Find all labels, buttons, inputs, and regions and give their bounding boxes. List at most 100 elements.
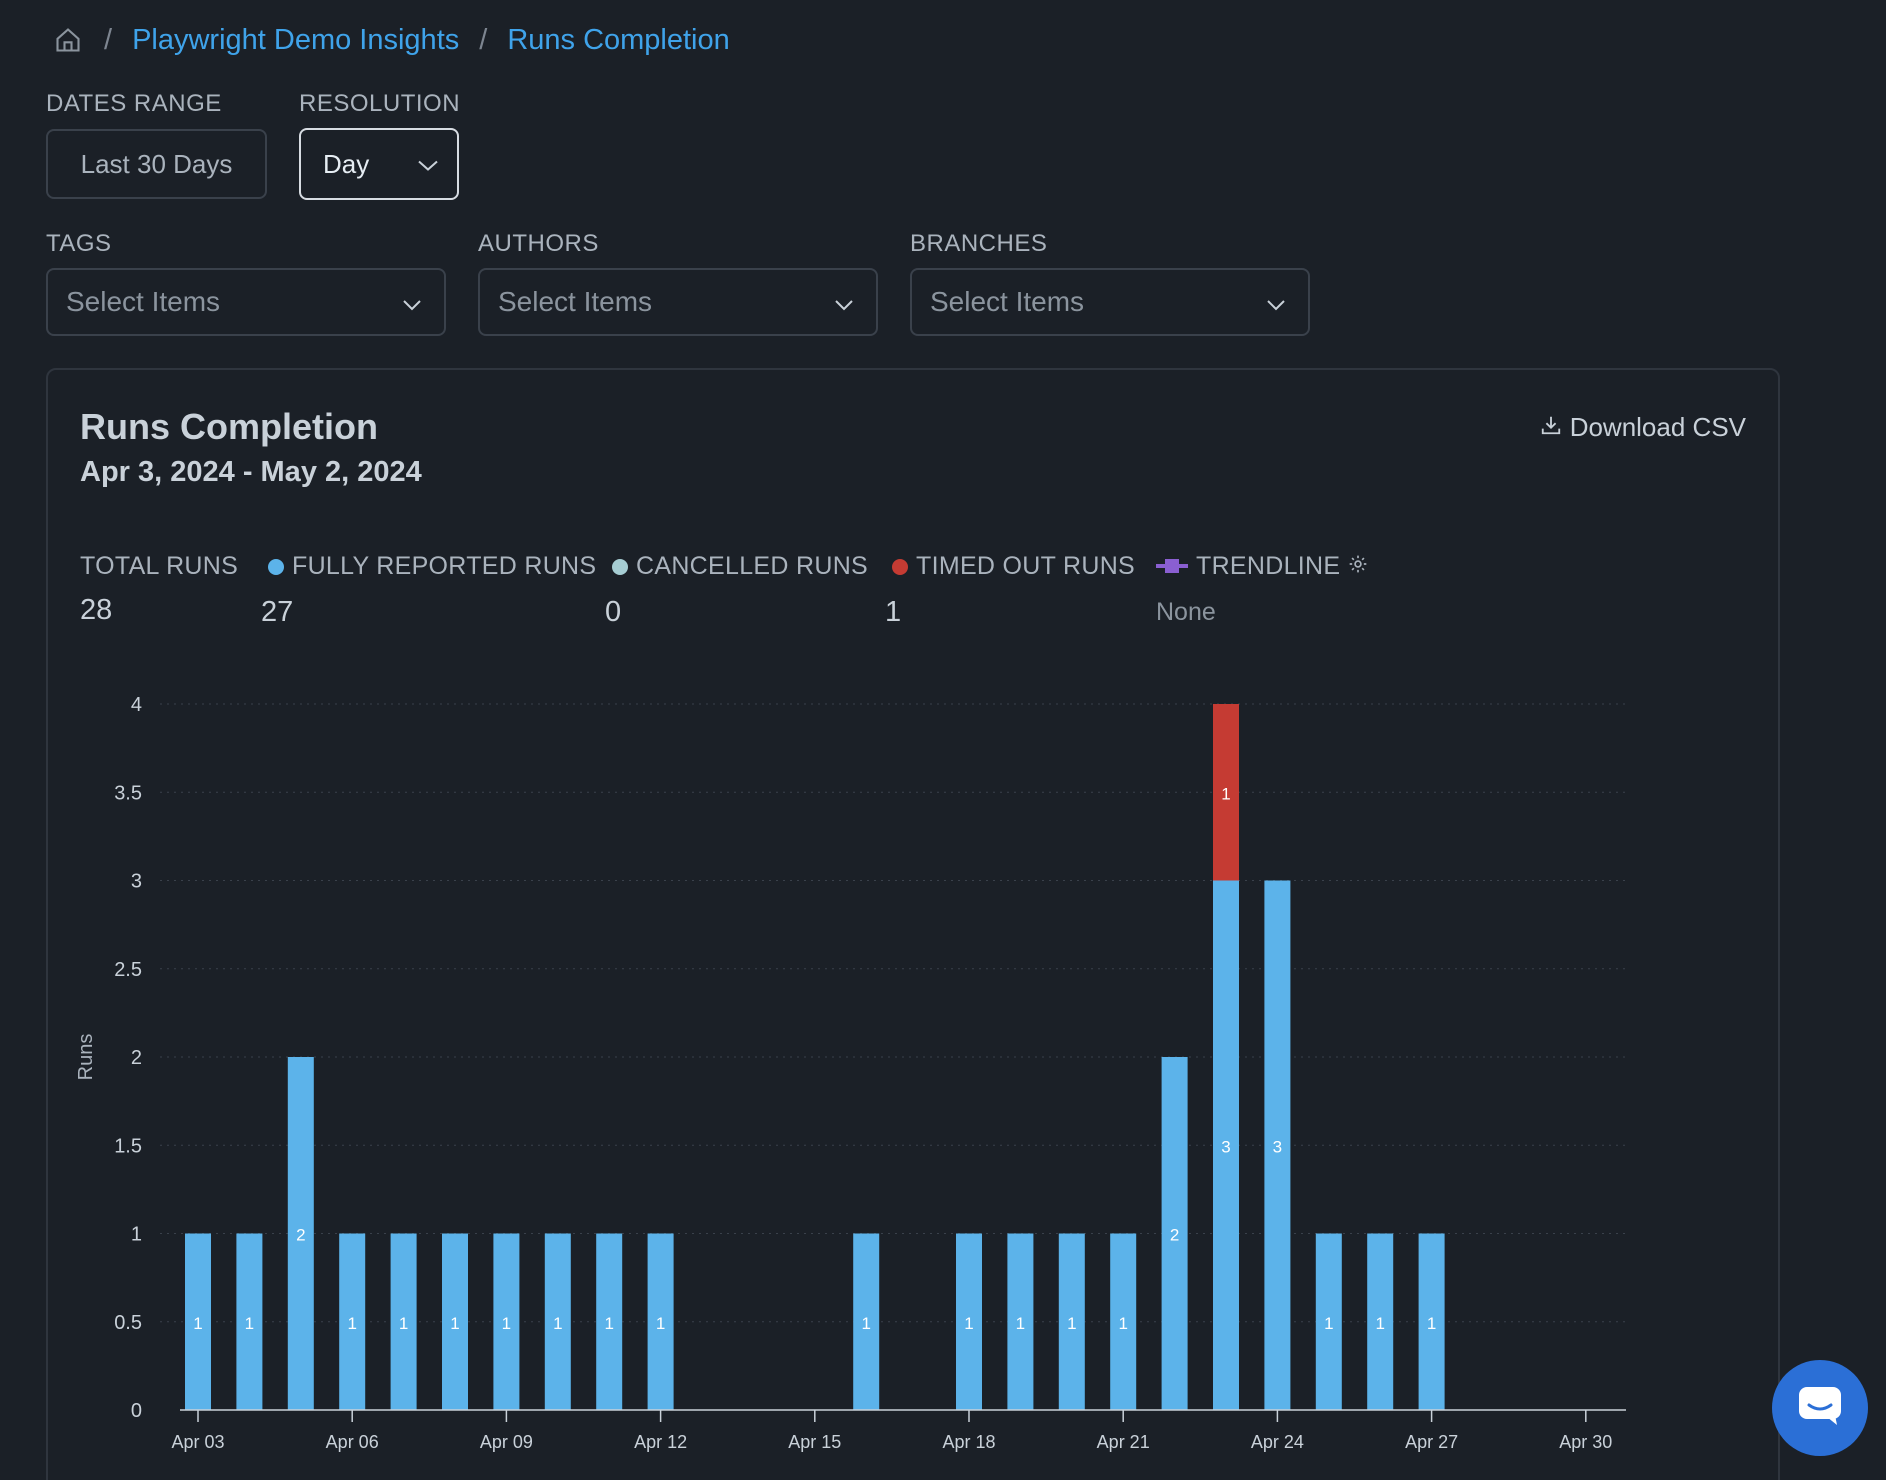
bar-fully-reported bbox=[647, 1233, 674, 1410]
stat-trendline-label-text: TRENDLINE bbox=[1196, 552, 1341, 580]
download-csv-label: Download CSV bbox=[1569, 412, 1746, 442]
stat-timed-out-value: 1 bbox=[885, 596, 902, 628]
bar-data-label: 1 bbox=[1067, 1314, 1076, 1333]
bar-data-label: 1 bbox=[604, 1314, 613, 1333]
bar-fully-reported bbox=[390, 1233, 417, 1410]
stat-cancelled-label-text: CANCELLED RUNS bbox=[636, 552, 869, 580]
legend-dot-timed-out bbox=[892, 558, 908, 575]
bar-fully-reported bbox=[1058, 1233, 1085, 1410]
x-tick-label: Apr 27 bbox=[1405, 1432, 1458, 1452]
bar-fully-reported bbox=[339, 1233, 366, 1410]
resolution-value: Day bbox=[323, 148, 370, 179]
bar-fully-reported bbox=[1315, 1233, 1342, 1410]
bar-fully-reported bbox=[185, 1233, 211, 1410]
bar-fully-reported bbox=[1418, 1233, 1445, 1410]
resolution-label: RESOLUTION bbox=[299, 90, 461, 117]
bar-data-label: 1 bbox=[964, 1314, 973, 1333]
authors-select[interactable]: Select Items bbox=[478, 268, 878, 336]
card-date-range: Apr 3, 2024 - May 2, 2024 bbox=[80, 456, 422, 488]
legend-dot-fully-reported bbox=[268, 558, 284, 575]
stat-cancelled-value: 0 bbox=[605, 596, 622, 628]
bar-fully-reported bbox=[236, 1233, 263, 1410]
chevron-down-icon bbox=[402, 286, 422, 318]
bar-data-label: 3 bbox=[1221, 1137, 1230, 1156]
bar-data-label: 1 bbox=[399, 1314, 408, 1333]
bar-data-label: 2 bbox=[296, 1226, 305, 1245]
bar-data-label: 1 bbox=[347, 1314, 356, 1333]
bar-fully-reported bbox=[1367, 1233, 1394, 1410]
stat-timed-out-label[interactable]: TIMED OUT RUNS bbox=[892, 552, 1135, 581]
y-axis-label: Runs bbox=[75, 1034, 97, 1081]
y-tick-label: 1.5 bbox=[114, 1135, 142, 1157]
bar-data-label: 1 bbox=[1221, 784, 1230, 803]
y-tick-label: 2 bbox=[131, 1047, 142, 1069]
bar-fully-reported bbox=[1264, 880, 1291, 1410]
y-tick-label: 0 bbox=[131, 1400, 142, 1422]
stat-timed-out-label-text: TIMED OUT RUNS bbox=[916, 552, 1136, 580]
stat-fully-reported-label-text: FULLY REPORTED RUNS bbox=[292, 552, 597, 580]
chevron-down-icon bbox=[1266, 286, 1286, 318]
branches-placeholder: Select Items bbox=[930, 286, 1085, 317]
stat-total-label-text: TOTAL RUNS bbox=[80, 552, 239, 580]
stat-total-label: TOTAL RUNS bbox=[80, 552, 238, 581]
bar-fully-reported bbox=[1007, 1233, 1034, 1410]
bar-data-label: 1 bbox=[1118, 1314, 1127, 1333]
bar-fully-reported bbox=[853, 1233, 880, 1410]
bar-data-label: 1 bbox=[502, 1314, 511, 1333]
trendline-legend-icon bbox=[1156, 552, 1188, 581]
dates-range-button[interactable]: Last 30 Days bbox=[46, 129, 267, 199]
x-tick-label: Apr 12 bbox=[634, 1432, 687, 1452]
y-tick-label: 3 bbox=[131, 871, 142, 893]
chat-icon bbox=[1797, 1385, 1843, 1432]
stat-cancelled-label[interactable]: CANCELLED RUNS bbox=[612, 552, 868, 581]
stat-fully-reported-label[interactable]: FULLY REPORTED RUNS bbox=[268, 552, 596, 581]
bar-fully-reported bbox=[596, 1233, 623, 1410]
gear-icon[interactable] bbox=[1348, 552, 1368, 581]
stat-trendline-value: None bbox=[1156, 598, 1216, 626]
runs-completion-card bbox=[46, 368, 1780, 1480]
tags-placeholder: Select Items bbox=[66, 286, 221, 317]
x-tick-label: Apr 18 bbox=[942, 1432, 995, 1452]
y-tick-label: 3.5 bbox=[114, 782, 142, 804]
dates-range-label: DATES RANGE bbox=[46, 90, 222, 117]
home-icon[interactable] bbox=[52, 24, 84, 56]
bar-data-label: 1 bbox=[450, 1314, 459, 1333]
x-tick-label: Apr 03 bbox=[171, 1432, 224, 1452]
chevron-down-icon bbox=[417, 149, 439, 180]
bar-fully-reported bbox=[1213, 880, 1239, 1410]
authors-placeholder: Select Items bbox=[498, 286, 653, 317]
y-tick-label: 1 bbox=[131, 1224, 142, 1246]
y-tick-label: 0.5 bbox=[114, 1312, 142, 1334]
bar-data-label: 2 bbox=[1170, 1226, 1179, 1245]
branches-select[interactable]: Select Items bbox=[910, 268, 1310, 336]
bar-data-label: 3 bbox=[1273, 1137, 1282, 1156]
breadcrumb-separator: / bbox=[104, 23, 113, 56]
x-tick-label: Apr 15 bbox=[788, 1432, 841, 1452]
resolution-select[interactable]: Day bbox=[299, 128, 459, 200]
bar-data-label: 1 bbox=[245, 1314, 254, 1333]
bar-data-label: 1 bbox=[861, 1314, 870, 1333]
stat-trendline-label[interactable]: TRENDLINE bbox=[1156, 552, 1368, 581]
bar-fully-reported bbox=[1110, 1233, 1137, 1410]
bar-fully-reported bbox=[1161, 1057, 1188, 1410]
tags-select[interactable]: Select Items bbox=[46, 268, 446, 336]
branches-label: BRANCHES bbox=[910, 230, 1048, 257]
breadcrumb-link-runs-completion[interactable]: Runs Completion bbox=[507, 23, 730, 56]
bar-timed-out bbox=[1213, 704, 1239, 881]
breadcrumb-separator: / bbox=[479, 23, 488, 56]
x-tick-label: Apr 06 bbox=[326, 1432, 379, 1452]
chevron-down-icon bbox=[834, 286, 854, 318]
chat-support-button[interactable] bbox=[1772, 1360, 1868, 1456]
x-tick-label: Apr 30 bbox=[1559, 1432, 1612, 1452]
x-tick-label: Apr 24 bbox=[1251, 1432, 1304, 1452]
tags-label: TAGS bbox=[46, 230, 112, 257]
stat-fully-reported-value: 27 bbox=[261, 596, 294, 628]
breadcrumb-link-insights[interactable]: Playwright Demo Insights bbox=[132, 23, 460, 56]
y-tick-label: 2.5 bbox=[114, 959, 142, 981]
runs-completion-chart: 0 0.5 1 1.5 2 2.5 3 3.5 4 Runs 1 1 2 1 1 1 1 1 1 1 1 1 1 1 1 2 3 1 3… bbox=[75, 694, 1626, 1452]
authors-label: AUTHORS bbox=[478, 230, 599, 257]
bar-data-label: 1 bbox=[1427, 1314, 1436, 1333]
download-csv-button[interactable]: Download CSV bbox=[1540, 412, 1746, 443]
bar-fully-reported bbox=[287, 1057, 314, 1410]
x-tick-label: Apr 09 bbox=[480, 1432, 533, 1452]
